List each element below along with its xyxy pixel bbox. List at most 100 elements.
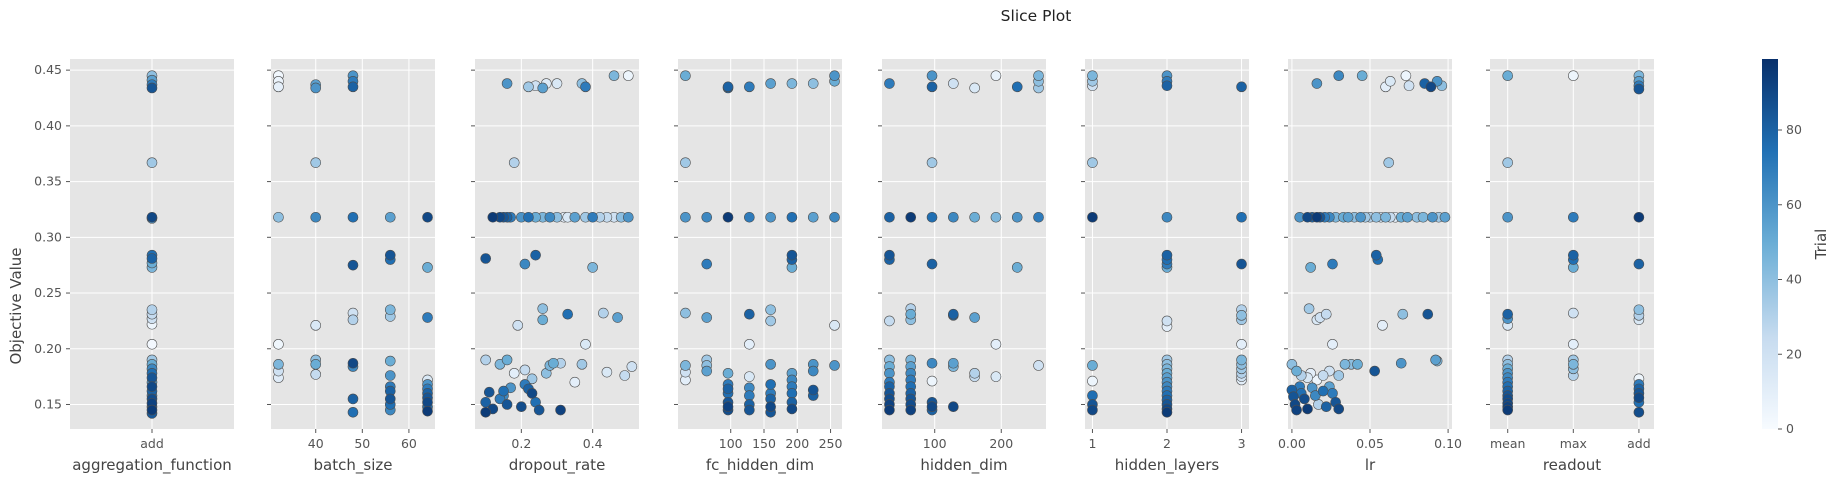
panel-dropout_rate: 0.2 0.4 dropout_rate (471, 59, 639, 475)
data-point (612, 312, 623, 323)
data-point (1439, 211, 1451, 223)
data-point (562, 308, 573, 320)
data-point (884, 78, 895, 89)
y-tick-label: 0.20 (34, 341, 62, 356)
data-point (701, 312, 713, 323)
data-point (926, 401, 938, 413)
x-tick-label: mean (1490, 436, 1525, 451)
data-point (1402, 211, 1413, 223)
data-point (1033, 70, 1044, 82)
data-point (1327, 258, 1338, 270)
colorbar-tick-label: 80 (1786, 122, 1802, 137)
data-point (347, 211, 359, 223)
data-point (1568, 211, 1579, 223)
data-point (1087, 404, 1098, 416)
data-point (384, 393, 396, 405)
data-point (1305, 262, 1316, 273)
data-point (310, 211, 322, 223)
colorbar-tick-label: 40 (1786, 272, 1802, 287)
data-point (273, 339, 284, 350)
data-point (1383, 157, 1395, 168)
data-point (1011, 81, 1023, 93)
data-point (146, 404, 158, 416)
data-point (884, 404, 895, 416)
chart-title: Slice Plot (1001, 7, 1072, 25)
data-point (948, 78, 959, 89)
data-point (537, 82, 549, 94)
colorbar-tick-label: 60 (1786, 197, 1802, 212)
data-point (273, 211, 284, 223)
data-point (829, 211, 840, 223)
data-point (680, 360, 691, 371)
data-point (722, 367, 734, 379)
data-point (1400, 70, 1412, 82)
y-tick-label: 0.30 (34, 229, 62, 244)
data-point (146, 304, 158, 316)
data-point (422, 312, 433, 323)
data-point (1333, 70, 1345, 82)
data-point (807, 384, 819, 396)
x-tick-label: 2 (1163, 436, 1171, 451)
data-point (422, 396, 433, 408)
data-point (537, 303, 549, 314)
data-point (1236, 354, 1247, 366)
data-point (310, 369, 322, 380)
x-axis-title: dropout_rate (509, 456, 606, 475)
x-tick-label: 200 (785, 436, 809, 451)
data-point (884, 315, 895, 327)
panel-background (271, 59, 435, 429)
data-point (480, 354, 491, 366)
data-point (990, 70, 1002, 82)
data-point (580, 81, 591, 93)
data-point (519, 258, 531, 270)
data-point (523, 81, 534, 93)
data-point (1633, 304, 1645, 316)
data-point (1302, 403, 1313, 415)
data-point (501, 399, 513, 410)
data-point (1339, 359, 1351, 370)
data-point (1087, 390, 1098, 401)
x-tick-label: 0.05 (1356, 436, 1384, 451)
panel-background (475, 59, 639, 429)
y-tick-label: 0.35 (34, 174, 62, 189)
data-point (1395, 357, 1407, 369)
panel-lr: 0.00 0.05 0.10 lr (1278, 59, 1462, 474)
data-point (422, 405, 433, 417)
data-point (146, 372, 158, 384)
data-point (969, 82, 980, 94)
data-point (1356, 70, 1368, 82)
data-point (310, 82, 322, 94)
data-point (722, 81, 734, 93)
data-point (1087, 70, 1098, 82)
data-point (537, 314, 549, 326)
data-point (273, 359, 284, 370)
data-point (969, 211, 980, 223)
data-point (608, 70, 620, 82)
data-point (926, 211, 938, 223)
data-point (722, 211, 734, 223)
colorbar-gradient (1762, 59, 1778, 429)
data-point (569, 376, 581, 388)
data-point (580, 339, 591, 350)
data-point (680, 211, 691, 223)
x-axis-title: hidden_dim (920, 456, 1007, 475)
data-point (601, 366, 613, 378)
data-point (1502, 404, 1514, 416)
data-point (1236, 258, 1247, 270)
data-point (533, 404, 545, 416)
x-axis-title: readout (1543, 456, 1601, 474)
data-point (1633, 258, 1645, 270)
data-point (384, 304, 396, 316)
data-point (680, 157, 691, 168)
data-point (1291, 365, 1302, 377)
data-point (884, 367, 895, 379)
data-point (744, 308, 755, 320)
data-point (530, 249, 541, 261)
data-point (926, 258, 938, 270)
data-point (807, 211, 819, 223)
y-axis-title: Objective Value (7, 247, 25, 364)
data-point (548, 357, 559, 369)
colorbar: Trial 0 20 40 60 80 (1762, 59, 1830, 436)
panel-batch_size: 40 50 60 batch_size (267, 59, 435, 475)
colorbar-tick-label: 0 (1786, 421, 1794, 436)
